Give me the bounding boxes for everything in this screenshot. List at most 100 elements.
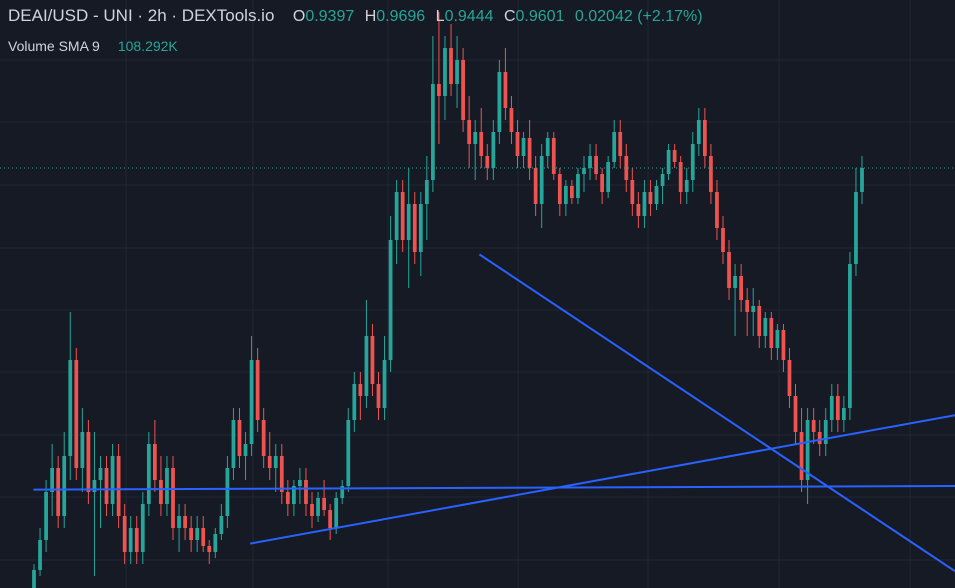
candle-body — [298, 480, 302, 486]
candle-body — [467, 120, 472, 144]
candle-body — [412, 204, 417, 252]
candle-body — [521, 138, 526, 156]
candle-body — [485, 156, 490, 168]
candle-body — [38, 540, 42, 570]
candle-body — [557, 174, 562, 204]
candle-body — [696, 120, 701, 144]
candle-body — [817, 432, 822, 444]
candle-body — [261, 420, 266, 456]
candle-body — [823, 420, 828, 444]
candle-body — [763, 318, 768, 336]
candle-body — [177, 516, 181, 528]
trendlines — [0, 167, 955, 573]
candle-body — [570, 186, 574, 198]
candle-body — [201, 528, 206, 546]
candle-body — [709, 156, 713, 192]
candle-body — [751, 306, 756, 312]
trendline — [33, 485, 955, 491]
candle-body — [793, 396, 798, 432]
high-value: 0.9696 — [376, 8, 426, 25]
candle-body — [183, 516, 187, 528]
candle-body — [279, 456, 284, 492]
candle-body — [497, 72, 502, 132]
candle-body — [600, 174, 604, 192]
candle-body — [189, 528, 194, 540]
candle-body — [50, 468, 55, 492]
candle-body — [68, 360, 73, 456]
candle-body — [491, 132, 496, 168]
candle-body — [769, 318, 774, 348]
candle-body — [116, 456, 121, 516]
candle-body — [733, 276, 737, 288]
ohlc-legend: DEAI/USD - UNI · 2h · DEXTools.io O0.939… — [8, 6, 703, 26]
candle-body — [431, 84, 435, 180]
candle-body — [207, 546, 212, 552]
trendline — [250, 414, 955, 545]
candle-body — [551, 138, 556, 174]
candle-body — [406, 204, 411, 240]
candle-body — [56, 468, 61, 516]
candle-body — [146, 444, 151, 504]
candle-body — [630, 180, 635, 204]
candle-body — [539, 156, 544, 204]
candle-body — [171, 468, 175, 528]
candle-body — [648, 192, 653, 204]
candle-body — [44, 492, 48, 540]
candle-body — [376, 384, 381, 408]
candle-body — [781, 330, 786, 360]
candle-body — [128, 528, 133, 552]
candle-body — [62, 456, 67, 516]
candle-body — [715, 192, 719, 228]
candle-body — [213, 534, 218, 552]
trendline — [478, 253, 955, 573]
candle-body — [134, 528, 139, 552]
candle-body — [690, 144, 695, 180]
candle-body — [273, 456, 278, 468]
candle-body — [660, 174, 665, 186]
volume-legend: Volume SMA 9 108.292K — [8, 38, 178, 54]
close-value: 0.9601 — [515, 8, 565, 25]
candle-body — [618, 132, 623, 156]
candle-body — [642, 192, 647, 216]
candle-body — [594, 156, 598, 174]
candle-body — [739, 276, 743, 300]
candle-body — [835, 396, 840, 420]
candle-body — [509, 108, 514, 132]
candle-body — [358, 384, 363, 396]
candle-body — [110, 456, 115, 504]
candle-body — [243, 444, 248, 456]
candle-body — [473, 132, 478, 144]
candle-body — [424, 180, 429, 204]
candle-body — [334, 498, 339, 528]
candle-body — [563, 186, 568, 204]
candle-body — [479, 132, 484, 156]
candle-body — [328, 510, 333, 528]
candle-body — [787, 360, 792, 396]
candle-body — [225, 468, 230, 516]
candle-body — [799, 432, 804, 480]
candle-body — [364, 336, 369, 396]
candle-body — [624, 156, 629, 180]
candle-body — [829, 396, 834, 420]
candle-body — [418, 204, 423, 252]
candle-body — [684, 180, 689, 192]
candle-body — [775, 330, 780, 348]
candle-body — [854, 192, 858, 264]
candle-body — [231, 420, 236, 468]
candle-body — [805, 420, 810, 480]
candle-body — [672, 150, 677, 162]
open-label: O — [292, 8, 306, 25]
candle-body — [443, 48, 447, 96]
candle-body — [636, 204, 641, 216]
candle-body — [140, 504, 145, 552]
candle-body — [437, 84, 441, 96]
candle-body — [98, 468, 103, 480]
open-value: 0.9397 — [305, 8, 355, 25]
candle-body — [461, 60, 465, 120]
candle-body — [292, 486, 296, 504]
candle-body — [527, 138, 532, 168]
candle-body — [394, 192, 399, 240]
candle-body — [219, 516, 224, 534]
candle-body — [666, 150, 671, 174]
